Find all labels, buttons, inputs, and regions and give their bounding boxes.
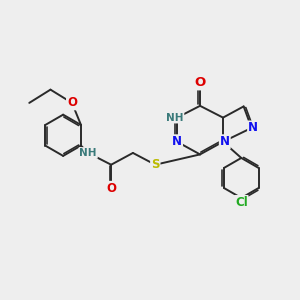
Text: O: O <box>67 96 77 110</box>
Text: NH: NH <box>80 148 97 158</box>
Text: N: N <box>248 122 258 134</box>
Text: N: N <box>220 135 230 148</box>
Text: O: O <box>106 182 116 195</box>
Text: Cl: Cl <box>235 196 248 209</box>
Text: NH: NH <box>166 112 184 123</box>
Text: N: N <box>172 135 182 148</box>
Text: O: O <box>194 76 206 89</box>
Text: S: S <box>151 158 160 171</box>
